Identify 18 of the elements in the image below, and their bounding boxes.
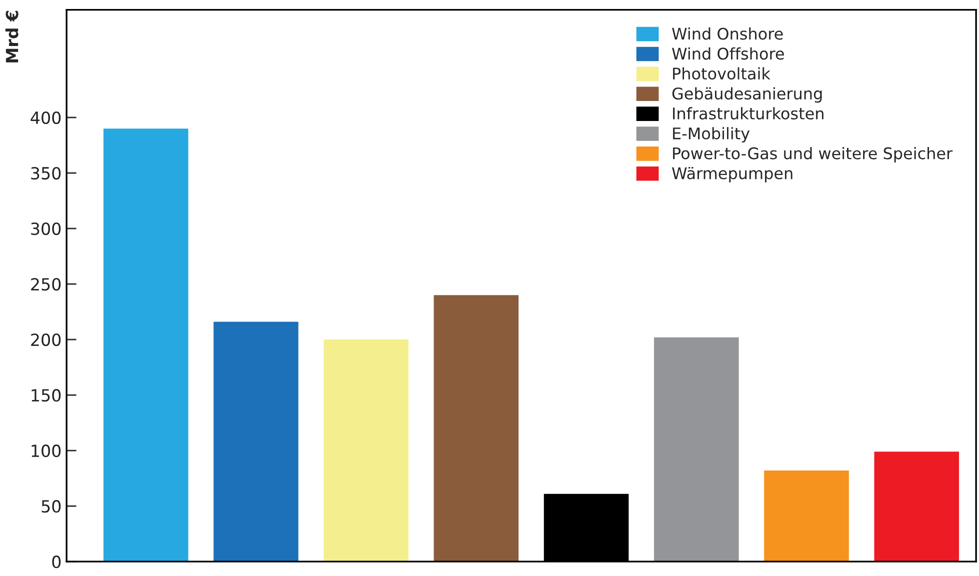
legend-label: Infrastrukturkosten bbox=[673, 107, 824, 120]
legend-label: Gebäudesanierung bbox=[672, 87, 822, 103]
legend-label: Wind Onshore bbox=[672, 27, 783, 40]
y-tick-label: 250 bbox=[31, 278, 61, 291]
y-tick-label: 100 bbox=[32, 444, 61, 458]
y-tick-label: 400 bbox=[30, 111, 61, 124]
y-tick-label: 0 bbox=[52, 556, 61, 568]
legend-label: Wärmepumpen bbox=[672, 166, 792, 182]
y-tick-label: 300 bbox=[31, 222, 61, 236]
legend-label: Photovoltaik bbox=[673, 67, 770, 80]
legend-label: Wind Offshore bbox=[672, 47, 784, 60]
y-tick-label: 50 bbox=[42, 500, 61, 513]
y-tick-label: 200 bbox=[31, 334, 61, 346]
y-tick-label: 150 bbox=[32, 389, 61, 402]
legend-label: E-Mobility bbox=[673, 127, 750, 143]
legend-label: Power-to-Gas und weitere Speicher bbox=[673, 147, 953, 162]
y-axis-title: Mrd € bbox=[5, 10, 18, 62]
y-tick-label: 350 bbox=[31, 166, 61, 180]
